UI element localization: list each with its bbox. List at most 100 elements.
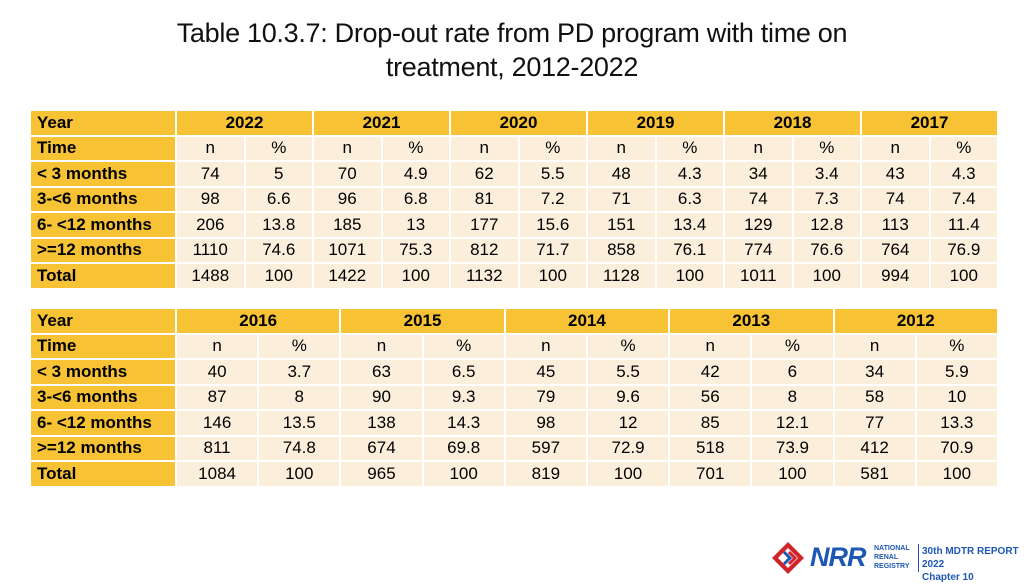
cell: 76.9	[930, 238, 997, 262]
cell: 6	[752, 360, 833, 384]
cell: 146	[177, 411, 258, 435]
cell: 81	[451, 187, 518, 211]
cell: 8	[752, 385, 833, 409]
cell: 5.9	[916, 360, 997, 384]
dropout-table-2017-2022: Year 2022 2021 2020 2019 2018 2017 Time …	[29, 109, 999, 290]
cell: 113	[862, 213, 929, 237]
cell: 98	[177, 187, 244, 211]
title-line-2: treatment, 2012-2022	[385, 52, 639, 82]
pct-header: %	[752, 334, 833, 358]
report-chapter: Chapter 10	[922, 572, 974, 583]
cell: 10	[916, 385, 997, 409]
time-label: Time	[31, 334, 175, 358]
cell: 1071	[314, 238, 381, 262]
cell: 73.9	[752, 436, 833, 460]
cell: 79	[505, 385, 586, 409]
cell: 63	[341, 360, 422, 384]
year-label: Year	[31, 309, 175, 333]
cell: 774	[725, 238, 792, 262]
cell: 4.9	[382, 162, 449, 186]
cell: 100	[930, 264, 997, 288]
table-row: < 3 months 74 5 70 4.9 62 5.5 48 4.3 34 …	[31, 162, 997, 186]
pct-header: %	[519, 136, 586, 160]
year-header: 2022	[177, 111, 312, 135]
page-title: Table 10.3.7: Drop-out rate from PD prog…	[0, 16, 1024, 84]
cell: 74	[862, 187, 929, 211]
cell: 71	[588, 187, 655, 211]
year-header: 2021	[314, 111, 449, 135]
pct-header: %	[245, 136, 312, 160]
table-row: < 3 months 40 3.7 63 6.5 45 5.5 42 6 34 …	[31, 360, 997, 384]
n-header: n	[341, 334, 422, 358]
cell: 56	[670, 385, 751, 409]
cell: 12.8	[793, 213, 860, 237]
cell: 14.3	[423, 411, 504, 435]
cell: 6.6	[245, 187, 312, 211]
cell: 8	[259, 385, 340, 409]
cell: 3.7	[259, 360, 340, 384]
cell: 100	[587, 462, 669, 486]
pct-header: %	[656, 136, 723, 160]
cell: 40	[177, 360, 258, 384]
cell: 74.6	[245, 238, 312, 262]
cell: 811	[177, 436, 258, 460]
cell: 4.3	[930, 162, 997, 186]
cell: 70.9	[916, 436, 997, 460]
cell: 100	[382, 264, 449, 288]
cell: 58	[834, 385, 915, 409]
cell: 100	[793, 264, 860, 288]
table-row: >=12 months 1110 74.6 1071 75.3 812 71.7…	[31, 238, 997, 262]
cell: 185	[314, 213, 381, 237]
logo-divider	[918, 544, 919, 572]
cell: 701	[670, 462, 751, 486]
cell: 151	[588, 213, 655, 237]
cell: 9.6	[587, 385, 669, 409]
table-row: 3-<6 months 98 6.6 96 6.8 81 7.2 71 6.3 …	[31, 187, 997, 211]
cell: 965	[341, 462, 422, 486]
table-row: 6- <12 months 206 13.8 185 13 177 15.6 1…	[31, 213, 997, 237]
cell: 581	[834, 462, 915, 486]
cell: 177	[451, 213, 518, 237]
row-label: Total	[31, 264, 175, 288]
cell: 87	[177, 385, 258, 409]
cell: 98	[505, 411, 586, 435]
n-header: n	[834, 334, 915, 358]
pct-header: %	[423, 334, 504, 358]
cell: 74	[177, 162, 244, 186]
year-header: 2018	[725, 111, 860, 135]
n-header: n	[177, 334, 258, 358]
cell: 74	[725, 187, 792, 211]
table-row: Total 1084 100 965 100 819 100 701 100 5…	[31, 462, 997, 486]
dropout-table-2012-2016: Year 2016 2015 2014 2013 2012 Time n % n…	[29, 307, 999, 488]
time-label: Time	[31, 136, 175, 160]
cell: 1488	[177, 264, 244, 288]
cell: 518	[670, 436, 751, 460]
cell: 34	[834, 360, 915, 384]
cell: 100	[259, 462, 340, 486]
n-header: n	[505, 334, 586, 358]
row-label: Total	[31, 462, 175, 486]
cell: 100	[245, 264, 312, 288]
cell: 76.6	[793, 238, 860, 262]
cell: 5.5	[587, 360, 669, 384]
pct-header: %	[930, 136, 997, 160]
year-label: Year	[31, 111, 175, 135]
cell: 15.6	[519, 213, 586, 237]
cell: 12.1	[752, 411, 833, 435]
nrr-footer-logo: NRR NATIONAL RENAL REGISTRY 30th MDTR RE…	[770, 540, 1024, 583]
cell: 1011	[725, 264, 792, 288]
pct-header: %	[259, 334, 340, 358]
cell: 43	[862, 162, 929, 186]
row-label: 3-<6 months	[31, 187, 175, 211]
year-header: 2013	[670, 309, 833, 333]
cell: 74.8	[259, 436, 340, 460]
cell: 7.2	[519, 187, 586, 211]
cell: 129	[725, 213, 792, 237]
cell: 42	[670, 360, 751, 384]
row-label: >=12 months	[31, 238, 175, 262]
table-row: >=12 months 811 74.8 674 69.8 597 72.9 5…	[31, 436, 997, 460]
cell: 819	[505, 462, 586, 486]
row-label: < 3 months	[31, 360, 175, 384]
cell: 45	[505, 360, 586, 384]
pct-header: %	[916, 334, 997, 358]
